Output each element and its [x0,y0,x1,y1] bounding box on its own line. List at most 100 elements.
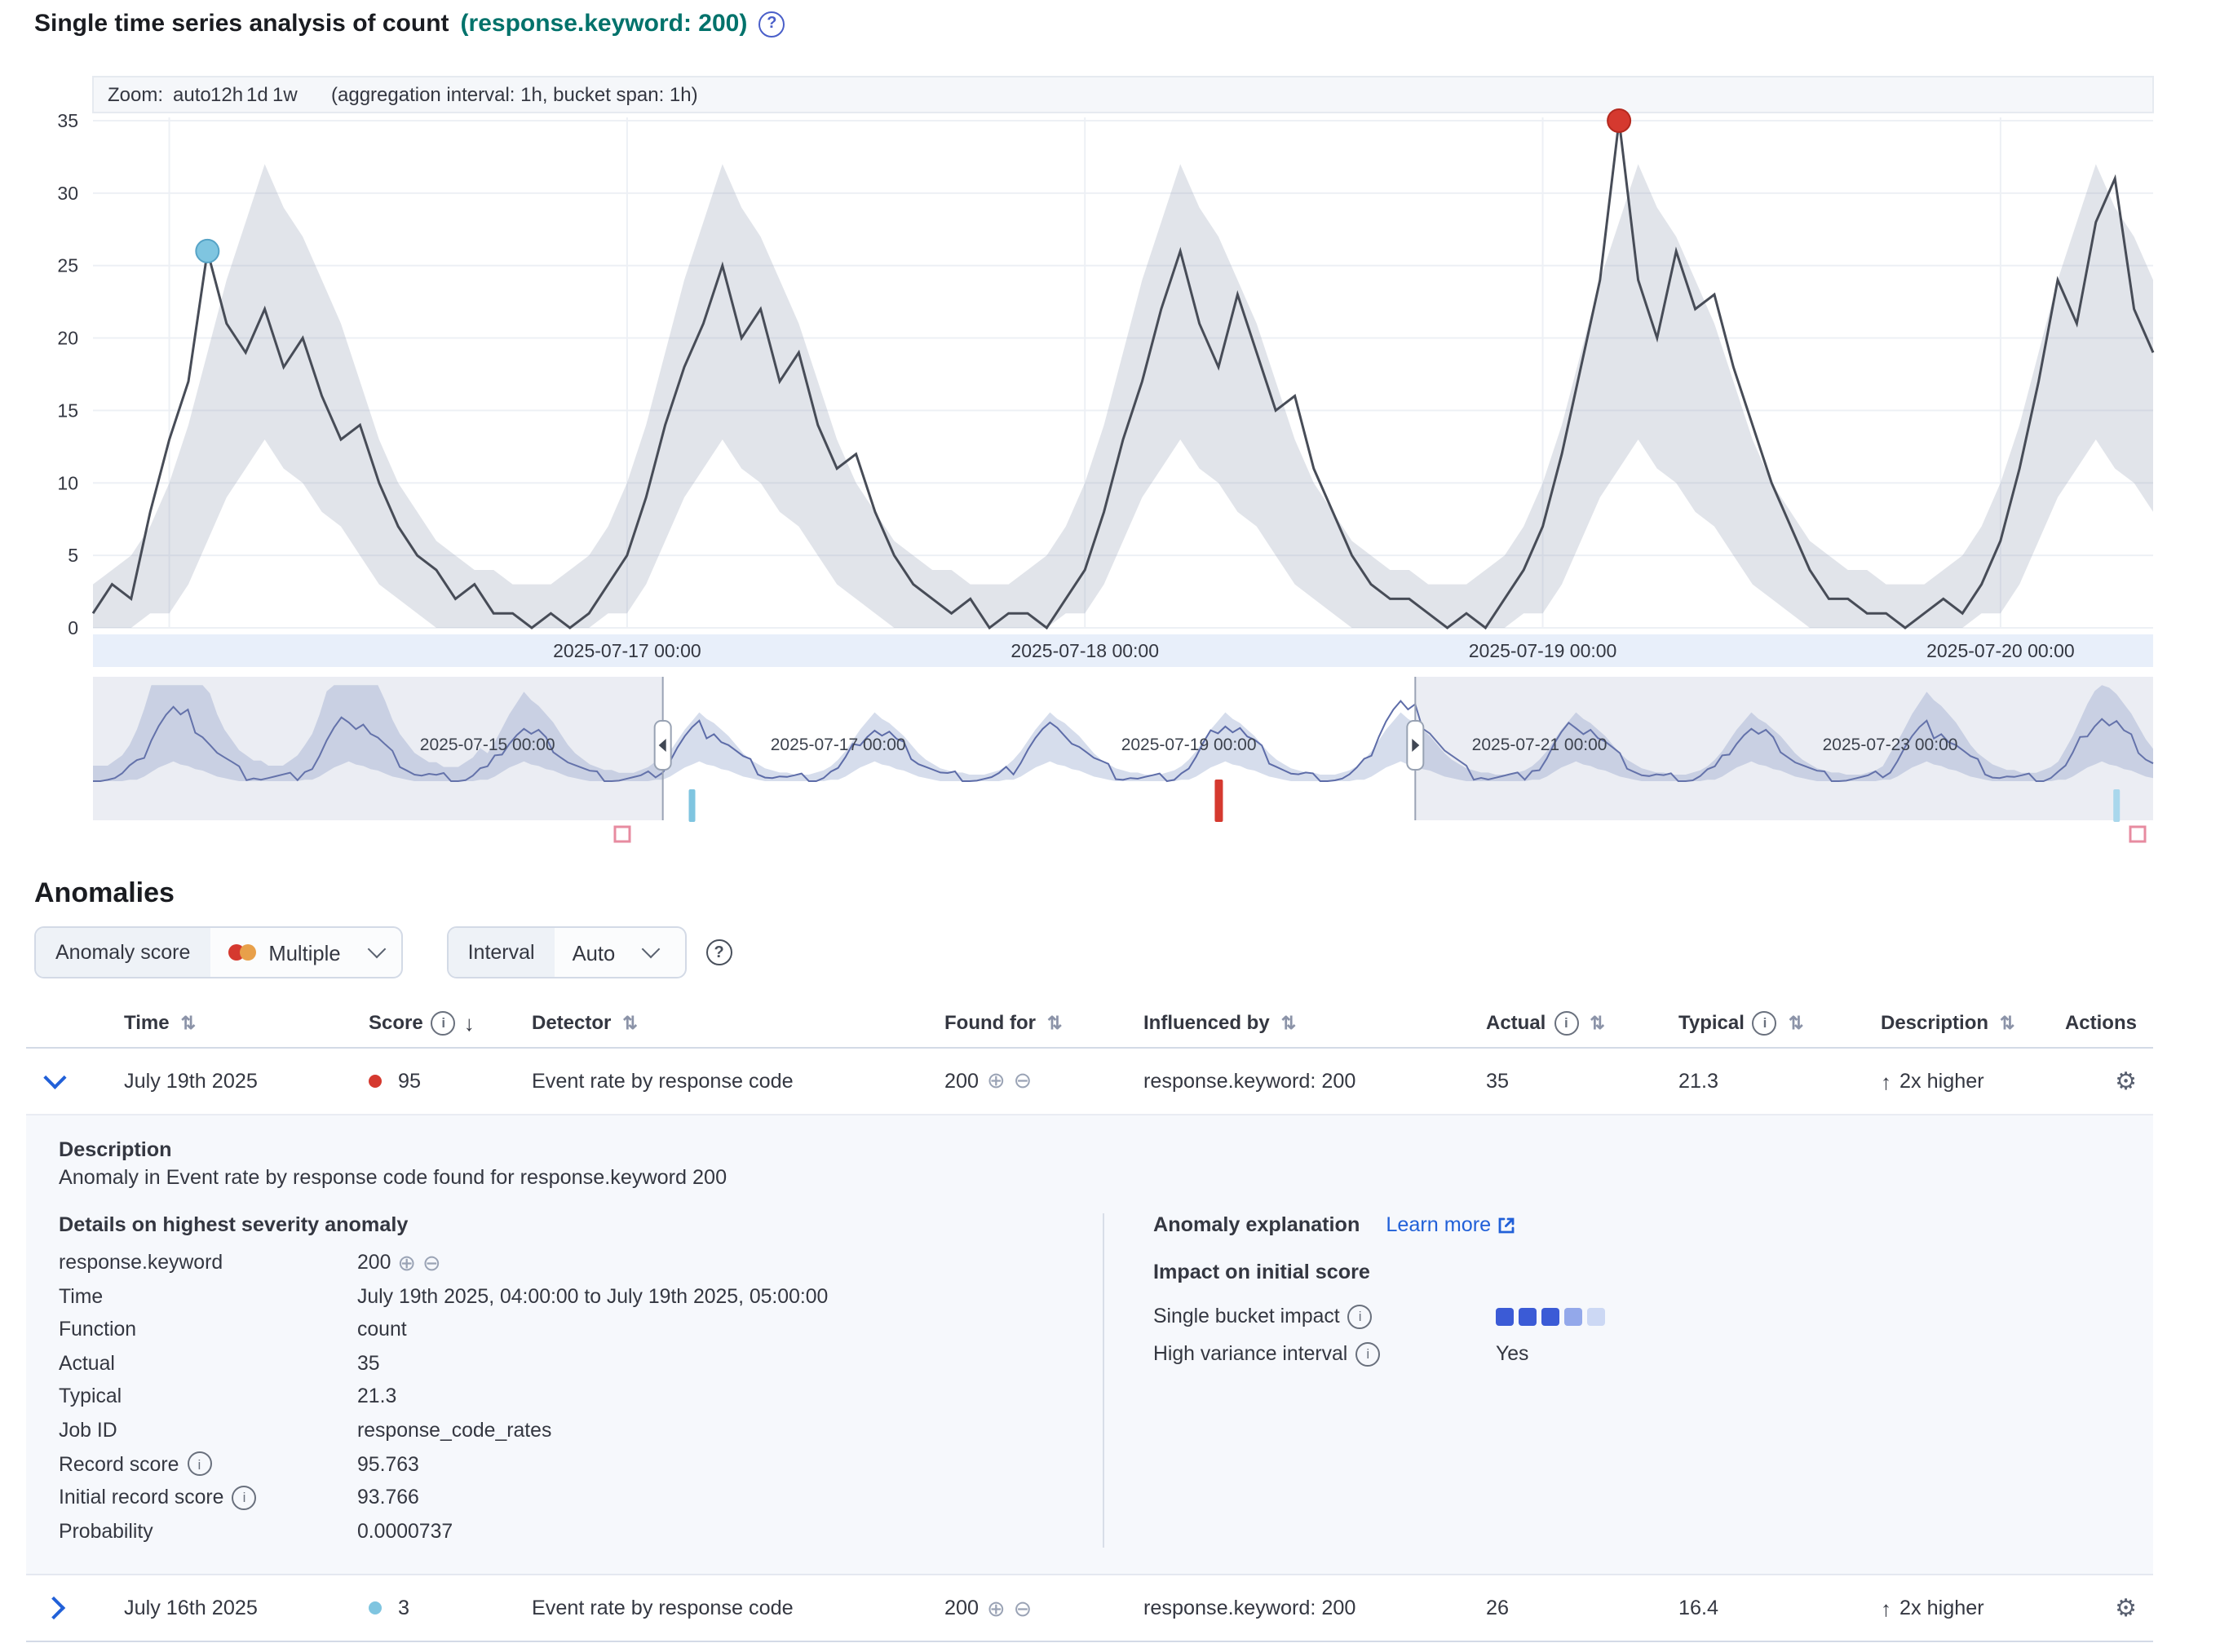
filter-for-icon[interactable]: ⊕ [987,1068,1006,1093]
sort-icon[interactable]: ⇅ [1590,1014,1605,1033]
impact-squares [1496,1308,2120,1326]
zoom-option-1d[interactable]: 1d [246,84,268,106]
col-typical[interactable]: Typical [1678,1011,1745,1034]
cell-time: July 16th 2025 [124,1597,258,1620]
interval-select[interactable]: Interval Auto [446,926,687,978]
impact-label: High variance interval [1153,1342,1348,1365]
interval-help-icon[interactable]: ? [705,939,732,965]
field-label: Actual [59,1351,115,1375]
info-icon[interactable]: i [1347,1305,1373,1329]
col-time[interactable]: Time [124,1011,170,1034]
description-text: Anomaly in Event rate by response code f… [59,1166,727,1189]
y-axis-label: 25 [57,255,78,276]
metric-line [91,120,2155,630]
sort-icon[interactable]: ⇅ [622,1014,638,1033]
filter-out-icon[interactable]: ⊖ [422,1250,441,1275]
sort-icon[interactable]: ⇅ [1788,1014,1804,1033]
filter-for-icon[interactable]: ⊕ [397,1250,416,1275]
explanation-title: Anomaly explanation [1153,1213,1360,1236]
info-icon[interactable]: i [1554,1010,1579,1035]
anomalies-controls: Anomaly score Multiple Interval Auto ? [34,926,732,978]
description-title: Description [59,1138,172,1161]
col-influenced-by[interactable]: Influenced by [1143,1011,1270,1034]
context-overlay-left [93,677,663,820]
context-axis-label: 2025-07-19 00:00 [1121,735,1257,754]
field-label: Time [59,1284,104,1308]
context-axis-label: 2025-07-21 00:00 [1472,735,1608,754]
title-help-icon[interactable]: ? [758,11,785,37]
cell-influenced-by: response.keyword: 200 [1143,1597,1356,1620]
collapse-row-icon[interactable] [43,1066,67,1089]
learn-more-link[interactable]: Learn more [1386,1213,1515,1236]
x-axis-label: 2025-07-18 00:00 [1010,640,1159,661]
severity-dot [369,1075,382,1088]
anomalies-table: Time ⇅ Score i ↓ Detector ⇅ Found for ⇅ Influ… [26,998,2153,1643]
col-description[interactable]: Description [1881,1011,1989,1034]
context-axis-label: 2025-07-17 00:00 [771,735,906,754]
sort-icon[interactable]: ⇅ [180,1014,197,1033]
y-axis-label: 15 [57,400,78,421]
field-label: response.keyword [59,1251,223,1274]
trend-up-icon: ↑ [1881,1596,1891,1621]
sort-icon[interactable]: ⇅ [2000,1014,2015,1033]
page-title-text: Single time series analysis of count [34,10,449,38]
zoom-option-12h[interactable]: 12h [210,84,243,106]
trend-up-icon: ↑ [1881,1069,1891,1093]
context-axis-label: 2025-07-15 00:00 [420,735,555,754]
zoom-label: Zoom: [108,84,163,106]
sort-desc-icon[interactable]: ↓ [463,1010,475,1035]
anomaly-marker-low[interactable] [195,238,220,263]
info-icon[interactable]: i [187,1451,212,1477]
details-title: Details on highest severity anomaly [59,1213,409,1236]
expand-row-icon[interactable] [42,1597,66,1620]
info-icon[interactable]: i [1752,1010,1777,1035]
field-label: Function [59,1318,137,1341]
col-score[interactable]: Score [369,1011,423,1034]
anomaly-score-select[interactable]: Anomaly score Multiple [34,926,403,978]
x-axis-label: 2025-07-19 00:00 [1469,640,1617,661]
cell-description: 2x higher [1899,1597,1984,1620]
table-header: Time ⇅ Score i ↓ Detector ⇅ Found for ⇅ Influ… [26,998,2153,1049]
actions-gear-icon[interactable]: ⚙ [2115,1595,2137,1623]
info-icon[interactable]: i [431,1010,456,1035]
cell-typical: 16.4 [1678,1597,1719,1620]
context-line [93,700,2154,783]
field-value: July 19th 2025, 04:00:00 to July 19th 20… [357,1284,829,1308]
field-value: 93.766 [357,1486,419,1509]
field-label: Probability [59,1519,153,1543]
field-label: Job ID [59,1418,117,1442]
cell-time: July 19th 2025 [124,1070,258,1093]
chevron-down-icon [641,939,661,959]
cell-score: 3 [398,1597,410,1620]
anomaly-details-panel: Description Anomaly in Event rate by res… [26,1114,2153,1575]
filter-out-icon[interactable]: ⊖ [1013,1068,1033,1093]
cell-typical: 21.3 [1678,1070,1719,1093]
filter-for-icon[interactable]: ⊕ [987,1596,1006,1621]
sort-icon[interactable]: ⇅ [1280,1014,1297,1033]
zoom-option-auto[interactable]: auto [173,84,211,106]
zoom-option-1w[interactable]: 1w [272,84,298,106]
cell-detector: Event rate by response code [532,1597,794,1620]
field-value: 35 [357,1351,380,1375]
impact-value: Yes [1496,1342,1529,1365]
info-icon[interactable]: i [232,1485,257,1510]
col-actual[interactable]: Actual [1486,1011,1546,1034]
col-detector[interactable]: Detector [532,1011,612,1034]
y-axis-label: 10 [57,472,78,493]
swimlane-handle-left[interactable] [613,825,631,843]
field-value: 200 [357,1251,391,1274]
info-icon[interactable]: i [1355,1342,1381,1367]
context-anomaly-mark [1214,780,1223,822]
page-title-entity: (response.keyword: 200) [460,10,748,38]
brush-arrow-icon [658,739,666,752]
col-found-for[interactable]: Found for [944,1011,1036,1034]
interval-value: Auto [572,940,616,965]
filter-out-icon[interactable]: ⊖ [1013,1596,1033,1621]
impact-label: Single bucket impact [1153,1305,1340,1327]
actions-gear-icon[interactable]: ⚙ [2115,1068,2137,1096]
swimlane-handle-right[interactable] [2129,825,2147,843]
sort-icon[interactable]: ⇅ [1046,1014,1063,1033]
anomaly-marker-critical[interactable] [1607,108,1632,133]
cell-description: 2x higher [1899,1070,1984,1093]
